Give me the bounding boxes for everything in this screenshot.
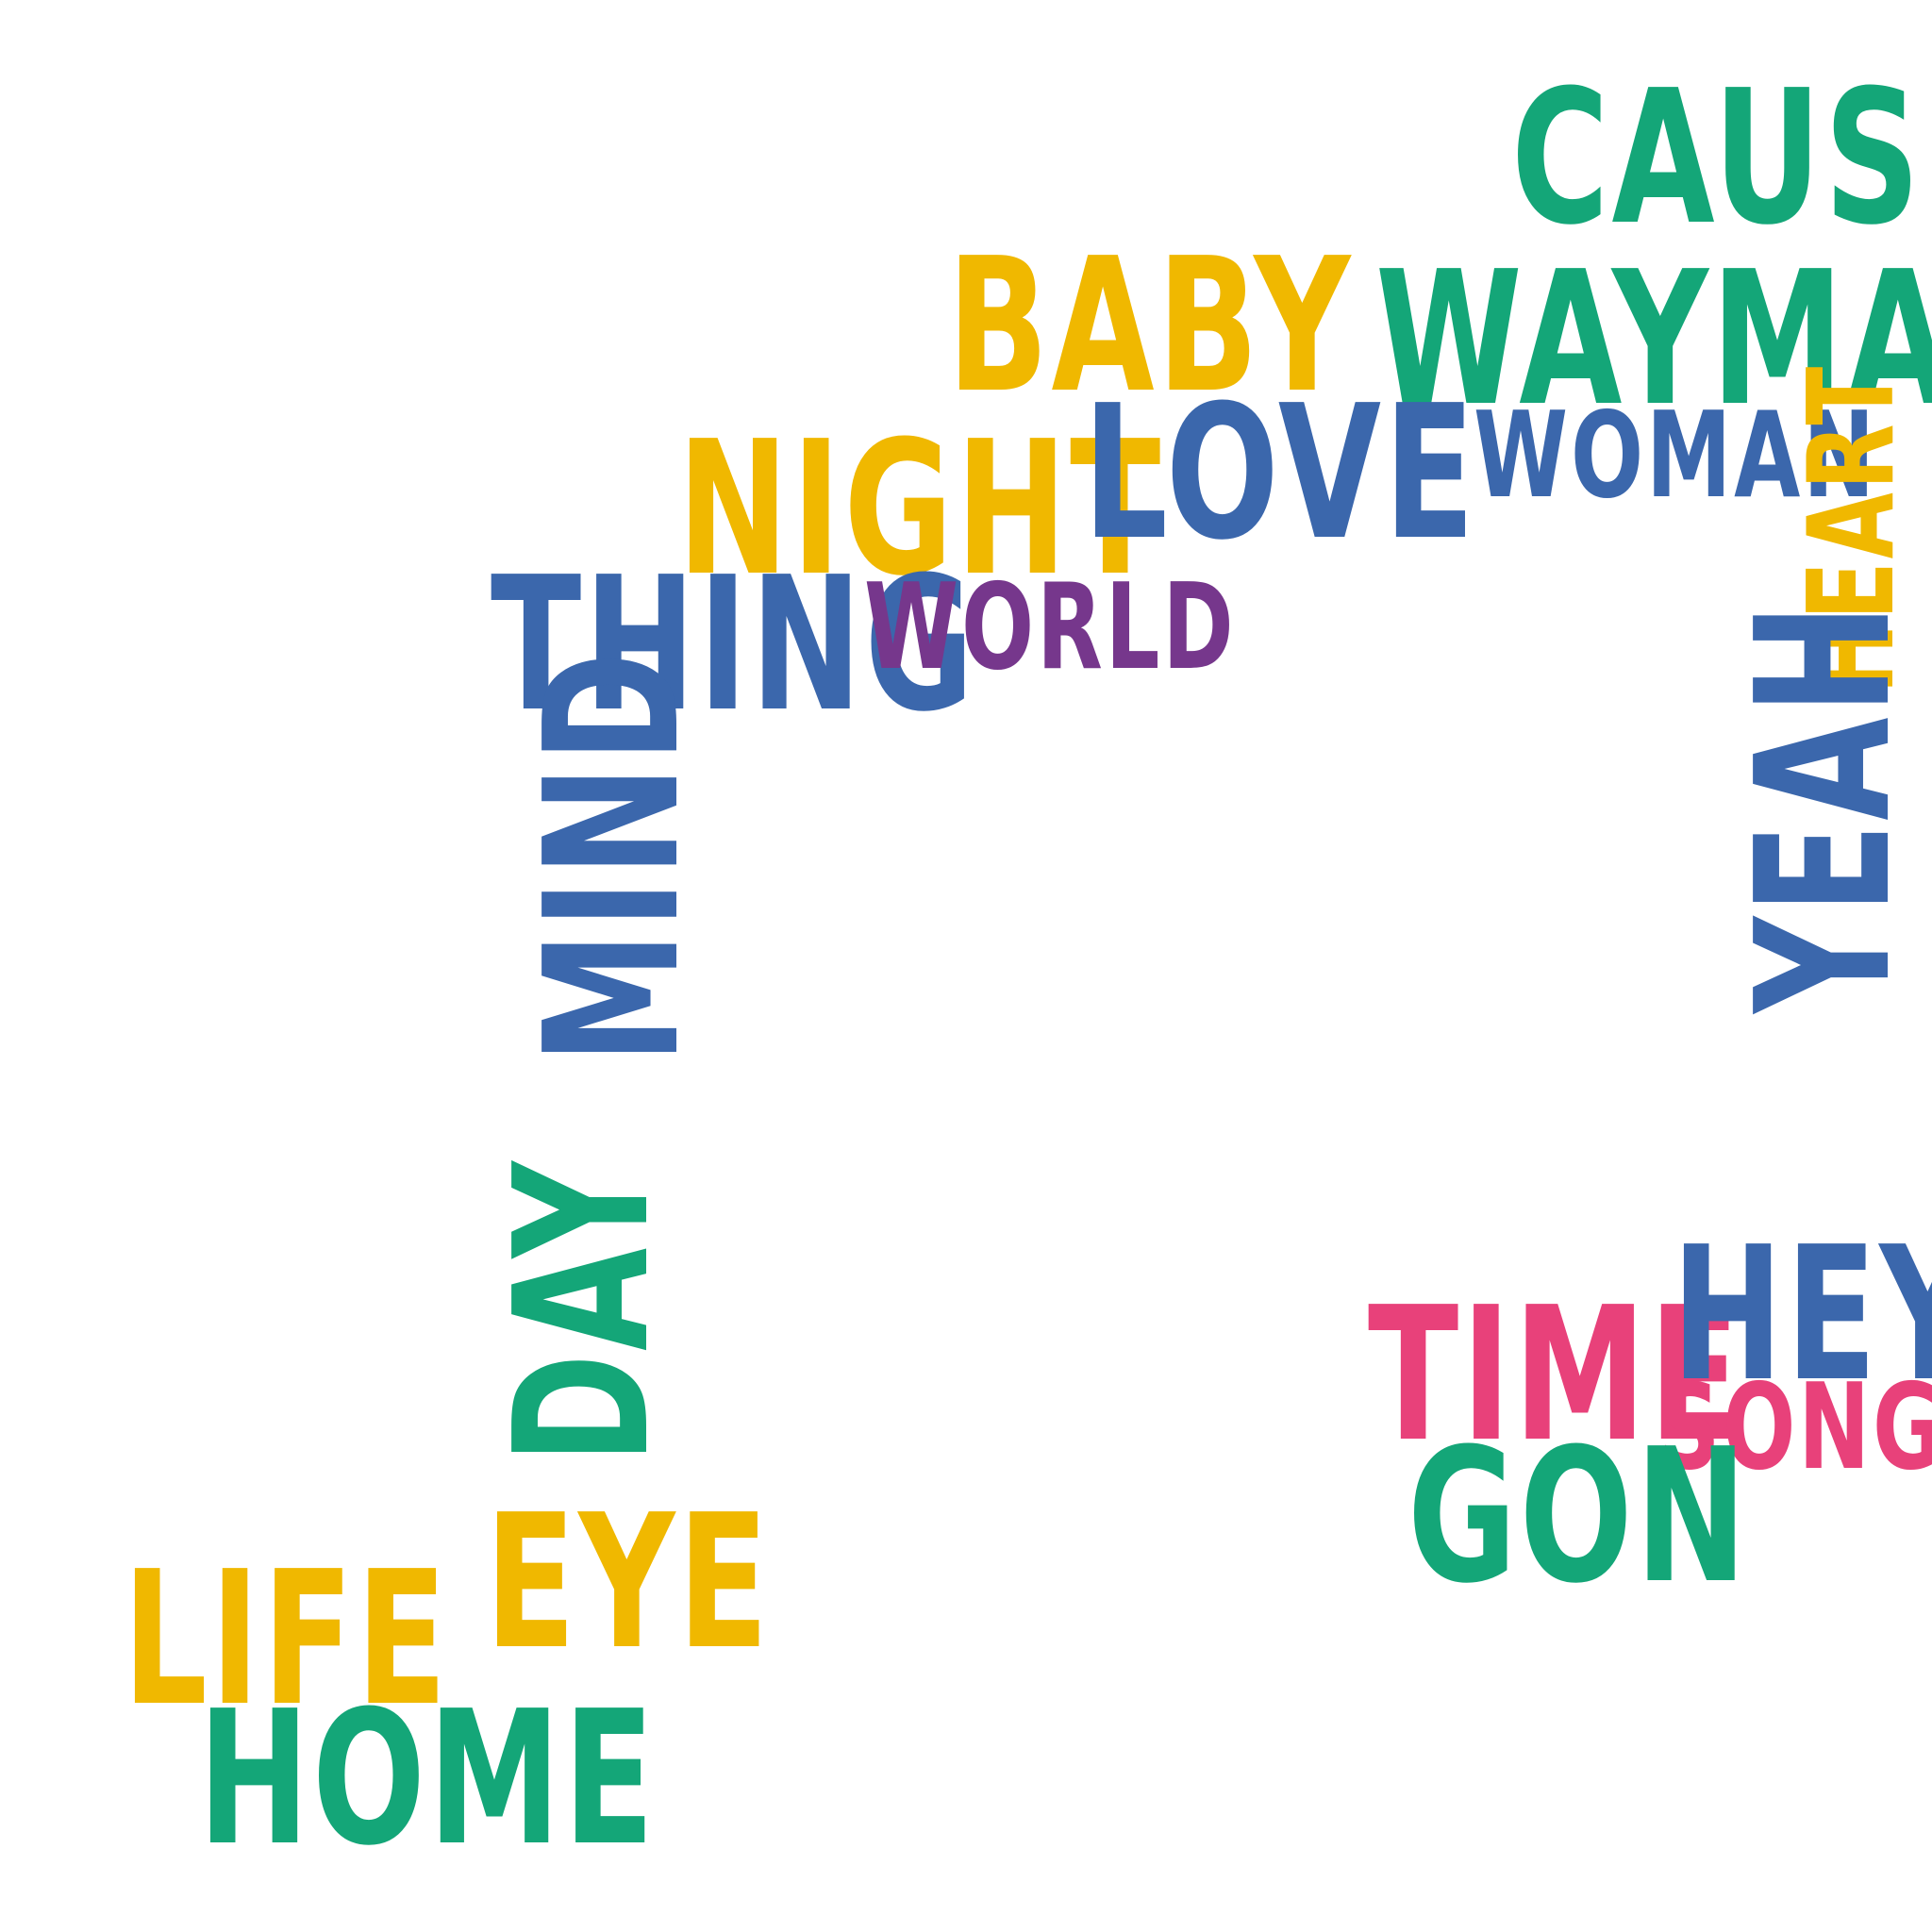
word-baby: BABY (947, 219, 1354, 434)
word-thing: THING (491, 538, 977, 753)
word-night: NIGHT (677, 402, 1164, 617)
word-life: LIFE (123, 1532, 450, 1747)
word-song: SONG (1658, 1357, 1932, 1496)
word-time: TIME (1368, 1268, 1743, 1483)
word-world: WORLD (864, 558, 1237, 696)
word-home: HOME (198, 1672, 658, 1887)
word-eye: EYE (485, 1475, 772, 1690)
word-cause: CAUSE (1511, 51, 1932, 266)
word-mind: MIND (506, 649, 721, 1064)
word-gon: GON (1407, 1409, 1750, 1624)
word-wayman: WAYMAN (1375, 232, 1932, 447)
word-day: DAY (475, 1158, 691, 1464)
word-hey: HEY (1672, 1208, 1932, 1423)
word-yeah: YEAH (1717, 600, 1932, 1013)
word-woman: WOMAN (1474, 386, 1878, 525)
word-love: LOVE (1083, 366, 1478, 581)
